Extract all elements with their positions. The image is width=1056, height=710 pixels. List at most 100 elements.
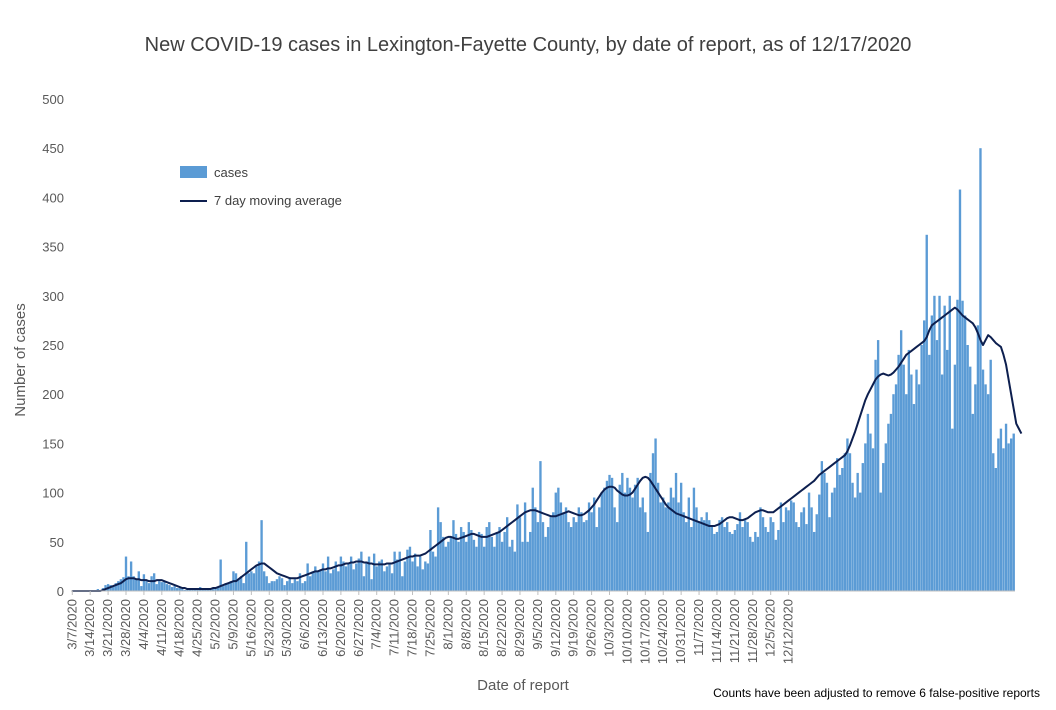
y-tick-label: 150	[42, 436, 64, 451]
bar-cases	[600, 492, 604, 591]
bar-cases	[966, 345, 969, 591]
bar-cases	[357, 558, 360, 591]
bar-cases	[728, 531, 731, 591]
bar-cases	[687, 497, 691, 591]
bar-cases	[587, 502, 591, 591]
bar-cases	[830, 492, 834, 591]
bar-cases	[521, 541, 524, 591]
bar-cases	[633, 484, 637, 591]
bar-cases	[337, 571, 340, 591]
bar-cases	[559, 502, 563, 591]
bar-cases	[326, 556, 330, 591]
bar-cases	[1009, 438, 1013, 591]
bar-cases	[539, 461, 542, 591]
x-tick-label: 8/15/2020	[476, 599, 491, 657]
bar-cases	[626, 477, 629, 591]
bar-cases	[500, 541, 504, 591]
x-tick-label: 6/27/2020	[351, 599, 366, 657]
y-tick-label: 500	[42, 92, 64, 107]
bar-cases	[943, 305, 946, 591]
bar-cases	[590, 512, 593, 591]
legend-swatch-cases	[180, 166, 207, 178]
bar-cases	[452, 520, 455, 591]
x-tick-label: 8/8/2020	[458, 599, 473, 650]
bar-cases	[562, 512, 565, 591]
bar-cases	[291, 583, 294, 591]
moving-average-line	[72, 306, 1023, 592]
bar-cases	[774, 539, 777, 591]
bar-cases	[163, 581, 166, 591]
x-tick-label: 8/29/2020	[512, 599, 527, 657]
bar-cases	[792, 502, 795, 591]
bar-cases	[160, 582, 163, 591]
bar-cases	[723, 527, 726, 591]
bar-cases	[738, 512, 742, 591]
bar-cases	[398, 551, 401, 591]
x-tick-label: 4/18/2020	[172, 599, 187, 657]
bar-cases	[413, 553, 417, 591]
bar-cases	[424, 561, 427, 591]
bar-cases	[303, 581, 307, 591]
x-tick-label: 9/19/2020	[566, 599, 581, 657]
chart-title: New COVID-19 cases in Lexington-Fayette …	[144, 34, 912, 56]
bar-cases	[851, 482, 854, 591]
bar-cases	[552, 512, 555, 591]
x-tick-label: 11/28/2020	[745, 599, 760, 663]
bar-cases	[442, 536, 445, 591]
bar-cases	[523, 502, 527, 591]
bar-cases	[406, 549, 409, 591]
bar-cases	[915, 369, 918, 591]
bar-cases	[544, 536, 547, 591]
bar-cases	[756, 536, 760, 591]
bar-cases	[260, 520, 263, 591]
bar-cases	[173, 586, 176, 591]
y-axis-ticks: 0 50 100 150 200 250 300 350 400 450 500	[42, 92, 64, 599]
bar-cases	[245, 541, 248, 591]
bar-cases	[493, 546, 496, 591]
bar-cases	[679, 482, 683, 591]
x-tick-label: 7/4/2020	[369, 599, 384, 650]
bar-cases	[416, 566, 419, 591]
bar-cases	[818, 494, 821, 591]
bar-cases	[766, 531, 770, 591]
bar-cases	[946, 349, 949, 591]
x-tick-label: 10/24/2020	[655, 599, 670, 664]
x-tick-label: 7/11/2020	[387, 599, 402, 656]
x-tick-label: 9/5/2020	[530, 599, 545, 650]
bar-cases	[219, 559, 222, 591]
bar-cases	[1012, 433, 1015, 591]
x-tick-label: 10/10/2020	[619, 599, 634, 664]
bar-cases	[976, 325, 980, 591]
bar-cases	[892, 394, 895, 591]
x-tick-label: 10/31/2020	[673, 599, 688, 664]
bar-cases	[114, 583, 117, 591]
bar-cases	[419, 556, 422, 591]
bar-cases	[306, 563, 309, 591]
bar-cases	[726, 522, 729, 591]
bar-cases	[639, 507, 642, 591]
bar-cases	[989, 359, 992, 591]
bar-cases	[690, 527, 693, 591]
bar-cases	[897, 354, 900, 591]
bar-cases	[347, 563, 350, 591]
bar-cases	[431, 551, 435, 591]
bar-cases	[360, 551, 363, 591]
bar-cases	[820, 461, 824, 591]
bar-cases	[516, 504, 519, 591]
x-tick-label: 11/14/2020	[709, 599, 724, 663]
x-tick-label: 11/7/2020	[691, 599, 706, 656]
bar-cases	[933, 295, 936, 591]
bar-cases	[700, 517, 703, 591]
bar-cases	[147, 583, 151, 591]
bar-cases	[971, 413, 974, 591]
bar-cases	[616, 522, 619, 591]
bar-cases	[250, 571, 253, 591]
bar-cases	[1007, 443, 1010, 591]
bar-cases	[646, 531, 650, 591]
bar-cases	[856, 472, 859, 591]
bar-cases	[802, 507, 806, 591]
bar-cases	[178, 588, 181, 591]
y-tick-label: 50	[50, 535, 64, 550]
legend-label-cases: cases	[214, 165, 248, 180]
bar-cases	[168, 585, 171, 591]
